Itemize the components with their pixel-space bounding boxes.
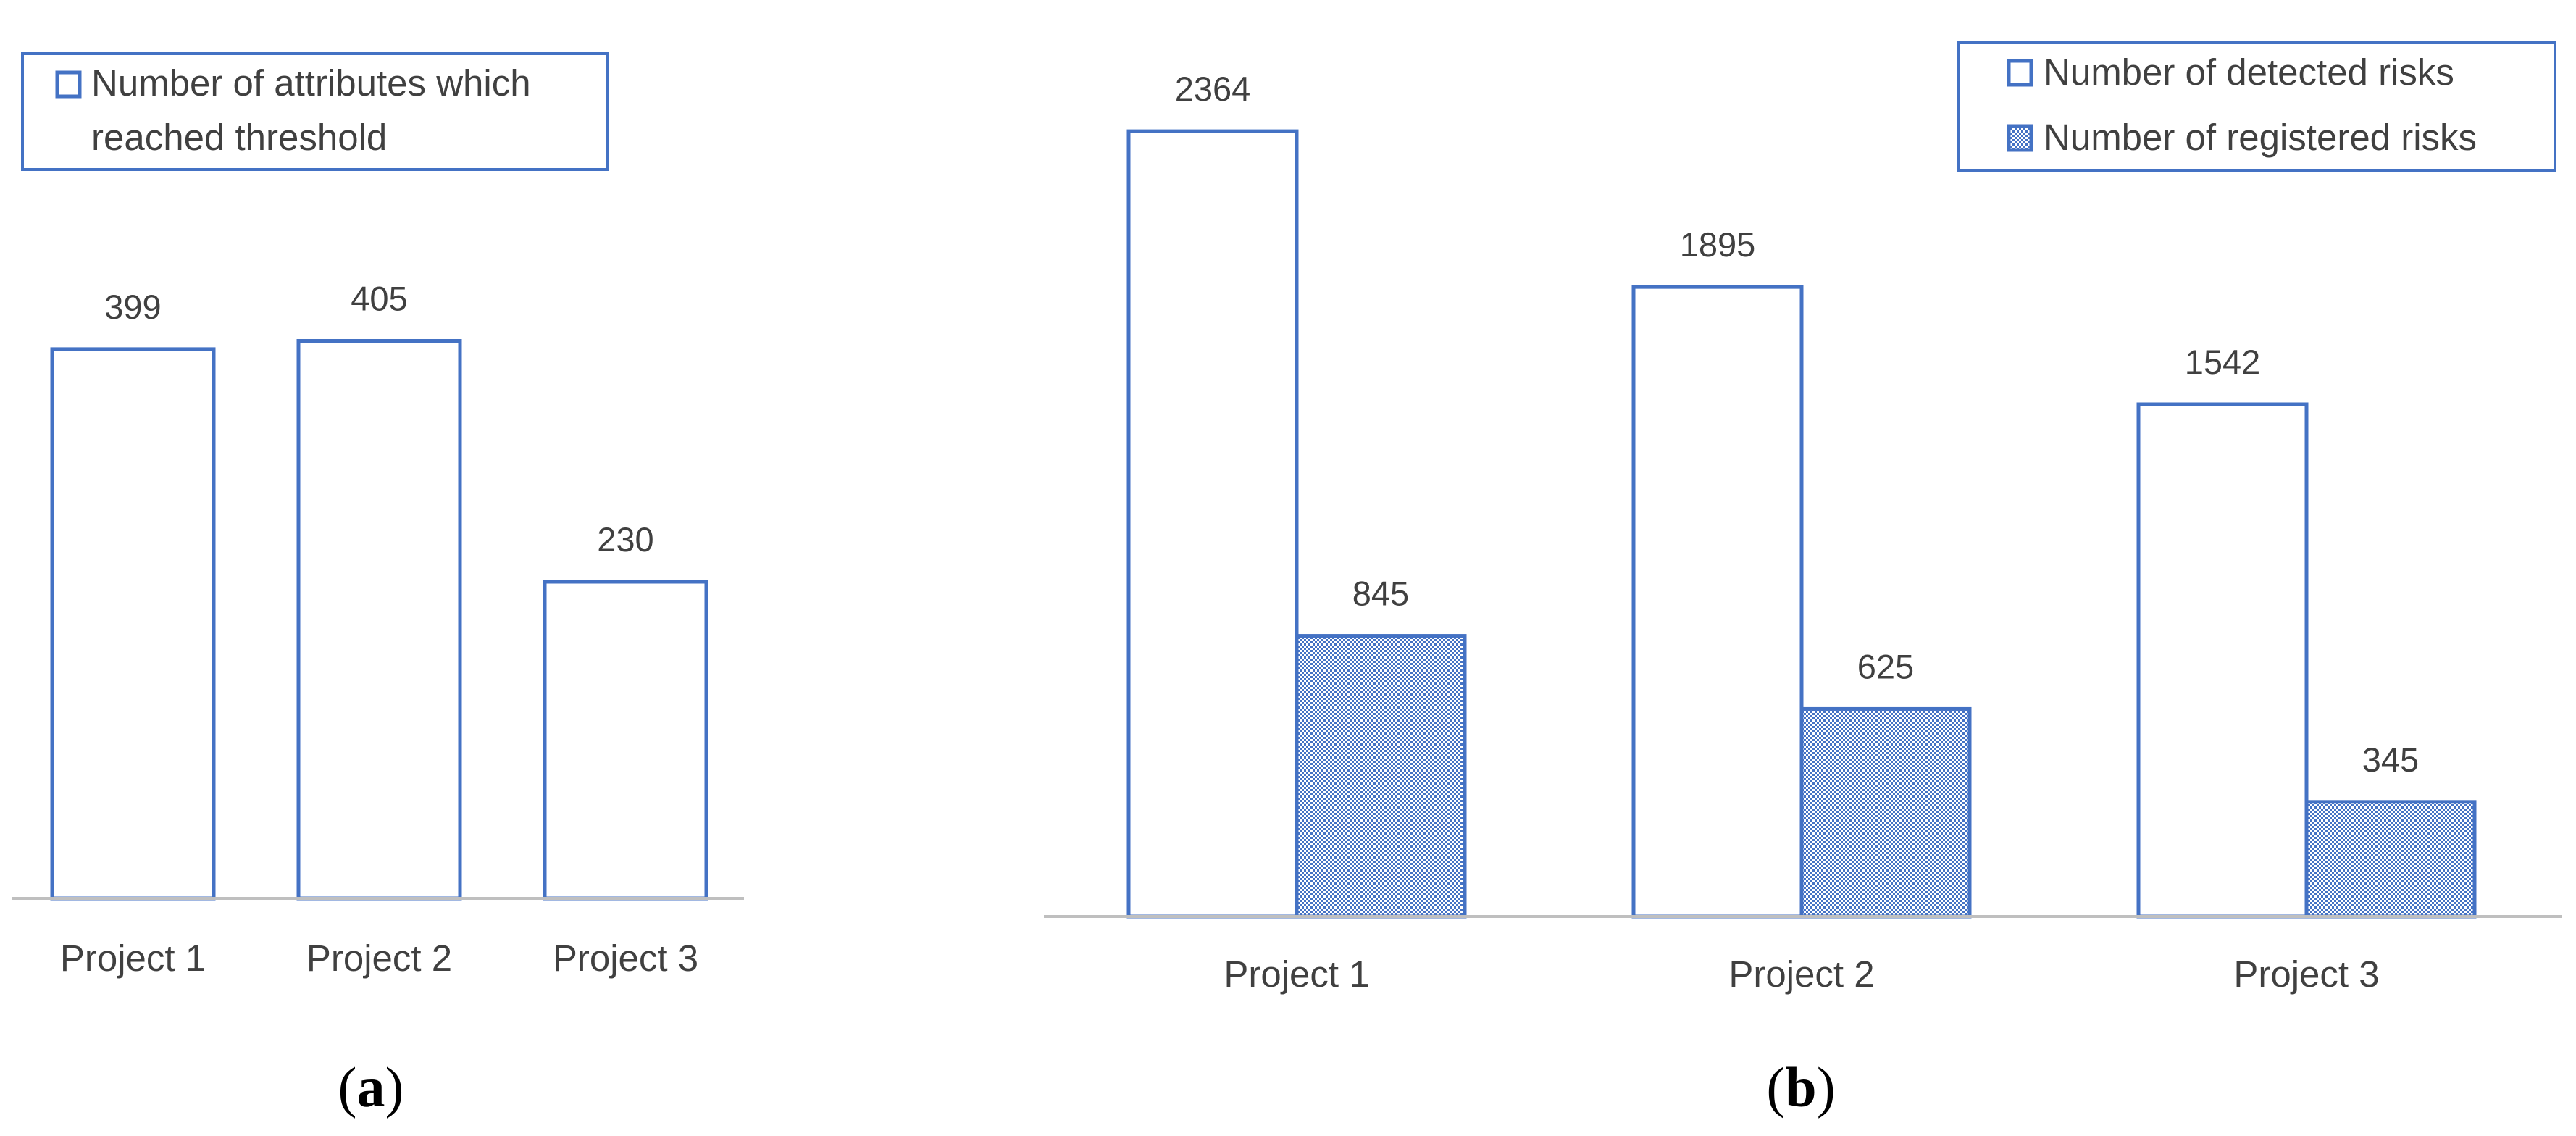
data-label-b-number-of-registered-risks-project-2: 625 bbox=[1857, 647, 1914, 685]
bar-b-number-of-registered-risks-project-3 bbox=[2304, 800, 2477, 919]
legend-b-border bbox=[1957, 41, 2556, 172]
legend-b-swatch-registered bbox=[2007, 124, 2033, 152]
bar-b-number-of-detected-risks-project-3 bbox=[2136, 402, 2309, 919]
category-label-b-project-1: Project 1 bbox=[1224, 953, 1369, 995]
data-label-a-project-2: 405 bbox=[351, 280, 407, 318]
bar-b-number-of-registered-risks-project-1 bbox=[1295, 634, 1467, 919]
data-label-b-number-of-registered-risks-project-1: 845 bbox=[1352, 575, 1409, 613]
bar-a-project-2 bbox=[296, 339, 462, 901]
bar-b-number-of-detected-risks-project-2 bbox=[1631, 285, 1804, 919]
legend-a-line-2: reached threshold bbox=[91, 117, 387, 158]
panel-label-a: (a) bbox=[338, 1056, 404, 1119]
legend-a-text: Number of attributes which reached thres… bbox=[91, 62, 541, 158]
legend-b-label-detected: Number of detected risks bbox=[2044, 51, 2454, 93]
legend-b: Number of detected risks Number of regis… bbox=[1957, 41, 2556, 172]
category-label-a-project-3: Project 3 bbox=[553, 937, 698, 979]
legend-a-border bbox=[21, 52, 609, 171]
legend-b-swatch-detected bbox=[2007, 59, 2033, 87]
chart-b: Number of detected risks Number of regis… bbox=[1044, 41, 2562, 1119]
legend-a-swatch bbox=[55, 70, 82, 99]
data-label-b-number-of-registered-risks-project-3: 345 bbox=[2362, 740, 2419, 779]
legend-a: Number of attributes which reached thres… bbox=[21, 52, 609, 171]
bar-a-project-3 bbox=[543, 580, 708, 901]
chart-a: Number of attributes which reached thres… bbox=[12, 52, 744, 1119]
legend-a-line-1: Number of attributes which bbox=[91, 62, 531, 104]
bar-a-project-1 bbox=[50, 347, 216, 901]
data-label-a-project-1: 399 bbox=[104, 288, 161, 326]
data-label-b-number-of-detected-risks-project-3: 1542 bbox=[2185, 343, 2261, 381]
category-labels-a: Project 1 Project 2 Project 3 bbox=[60, 937, 698, 979]
data-label-b-number-of-detected-risks-project-2: 1895 bbox=[1680, 225, 1756, 264]
bar-b-number-of-registered-risks-project-2 bbox=[1799, 706, 1972, 919]
bars-b bbox=[1126, 129, 2477, 919]
data-label-b-number-of-detected-risks-project-1: 2364 bbox=[1175, 70, 1251, 108]
panel-label-b-letter: b bbox=[1785, 1056, 1816, 1119]
category-labels-b: Project 1 Project 2 Project 3 bbox=[1224, 953, 2379, 995]
category-label-b-project-2: Project 2 bbox=[1728, 953, 1874, 995]
category-label-b-project-3: Project 3 bbox=[2233, 953, 2379, 995]
bar-b-number-of-detected-risks-project-1 bbox=[1126, 129, 1299, 919]
panel-label-a-letter: a bbox=[357, 1056, 385, 1119]
legend-b-label-registered: Number of registered risks bbox=[2044, 117, 2477, 158]
data-label-a-project-3: 230 bbox=[597, 520, 653, 559]
data-labels-b: 2364 845 1895 625 1542 345 bbox=[1175, 70, 2419, 779]
bars-a bbox=[50, 339, 708, 901]
category-label-a-project-1: Project 1 bbox=[60, 937, 206, 979]
category-label-a-project-2: Project 2 bbox=[306, 937, 452, 979]
panel-label-b: (b) bbox=[1766, 1056, 1835, 1119]
data-labels-a: 399 405 230 bbox=[104, 280, 653, 559]
